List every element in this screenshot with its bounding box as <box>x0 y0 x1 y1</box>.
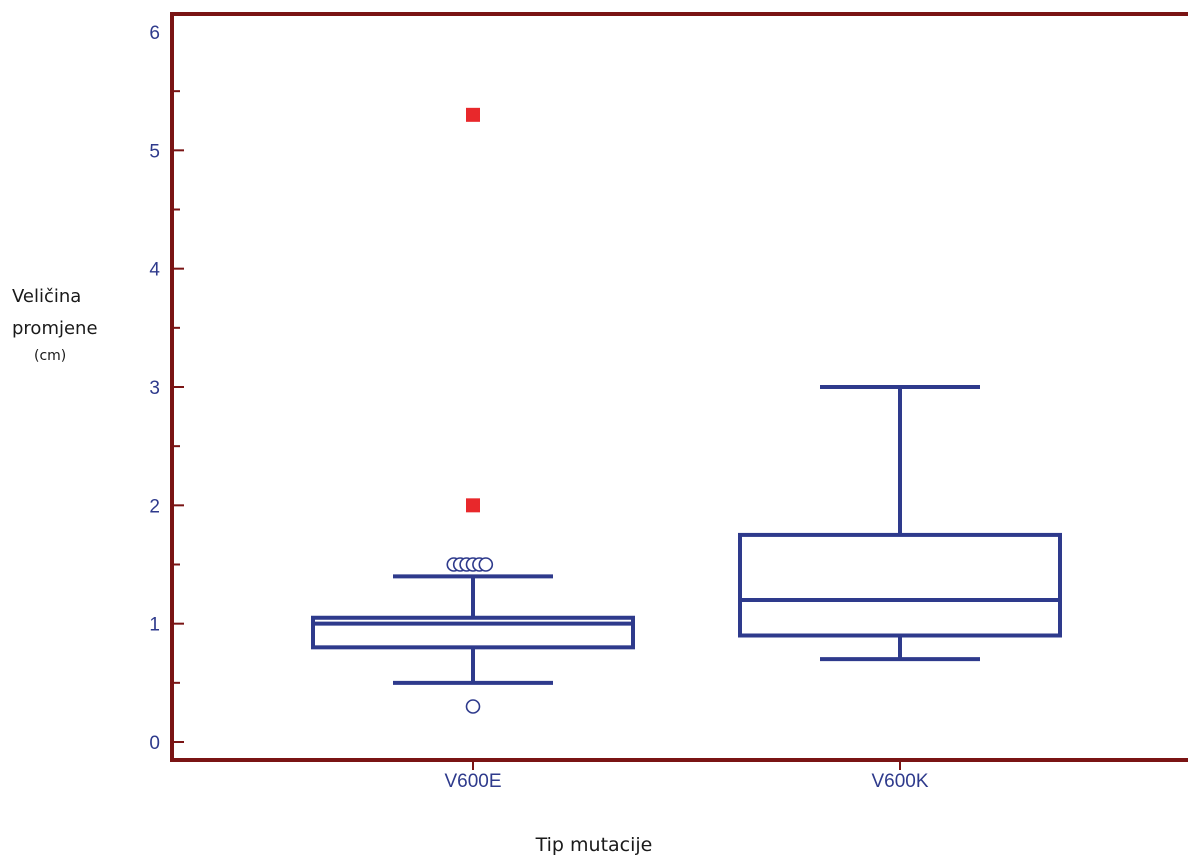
x-axis-label: Tip mutacije <box>535 834 653 856</box>
y-tick-label: 3 <box>149 378 160 399</box>
y-tick-label: 6 <box>149 23 160 44</box>
y-tick-label: 4 <box>149 260 160 281</box>
box-group-v600k <box>738 385 1062 662</box>
x-tick-label: V600E <box>444 771 501 792</box>
x-axis: V600E V600K <box>444 760 929 792</box>
y-tick-label: 5 <box>149 141 160 162</box>
box-series <box>311 107 1062 714</box>
outlier-point <box>478 557 494 572</box>
box-group-v600e <box>311 107 635 714</box>
iqr-box <box>738 532 1062 638</box>
y-axis-label-line1: Veličina <box>12 286 82 307</box>
y-axis-label-line2: promjene <box>12 318 98 339</box>
y-tick-label: 0 <box>149 733 160 754</box>
y-axis-label-line3: (cm) <box>34 348 67 364</box>
plot-frame <box>170 12 1188 762</box>
x-tick-label: V600K <box>871 771 928 792</box>
y-tick-label: 1 <box>149 615 160 636</box>
y-axis: 0 1 2 3 4 5 6 <box>149 23 184 754</box>
y-tick-label: 2 <box>149 496 160 517</box>
outlier-point <box>465 699 481 714</box>
extreme-outlier-point <box>466 107 480 122</box>
extreme-outlier-point <box>466 498 480 513</box>
iqr-box <box>311 615 635 650</box>
